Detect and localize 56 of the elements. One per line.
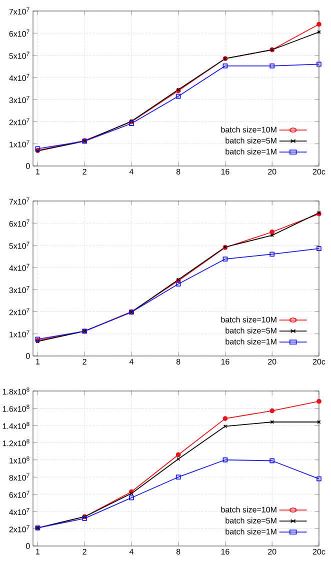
y-tick-label: 6x10$^{7}$ xyxy=(9,490,30,498)
legend-label: batch size=1M xyxy=(226,338,276,344)
x-tick-label: 2 xyxy=(82,358,86,364)
y-tick-label: 5x10$^{7}$ xyxy=(9,242,30,249)
legend-label: batch size=5M xyxy=(226,138,276,144)
legend-label: batch size=5M xyxy=(226,328,276,334)
x-tick-label: 2 xyxy=(82,548,86,554)
y-tick-label: 1.6x10$^{8}$ xyxy=(2,404,30,412)
y-tick-label: 1.8x10$^{8}$ xyxy=(2,387,30,395)
legend-label: batch size=1M xyxy=(226,148,276,154)
x-tick-label: 16 xyxy=(221,548,230,555)
legend-label: batch size=10M xyxy=(221,316,276,322)
x-tick-label: 20c xyxy=(312,548,326,555)
y-tick-label: 0 xyxy=(26,353,30,359)
y-tick-label: 5x10$^{7}$ xyxy=(9,52,30,59)
x-tick-label: 8 xyxy=(176,548,180,555)
y-tick-label: 0 xyxy=(26,543,30,549)
legend-label: batch size=10M xyxy=(221,506,276,512)
x-tick-label: 16 xyxy=(221,358,230,365)
y-tick-label: 0 xyxy=(26,163,30,169)
y-tick-label: 6x10$^{7}$ xyxy=(9,220,30,227)
x-tick-label: 8 xyxy=(176,358,180,365)
y-tick-label: 2x10$^{7}$ xyxy=(9,308,30,316)
x-tick-label: 16 xyxy=(221,168,230,175)
x-tick-label: 20 xyxy=(268,548,276,555)
x-tick-label: 4 xyxy=(129,548,134,554)
x-tick-label: 1 xyxy=(36,168,40,174)
x-tick-label: 20c xyxy=(312,168,326,175)
y-tick-label: 7x10$^{7}$ xyxy=(9,197,30,205)
y-tick-label: 7x10$^{7}$ xyxy=(9,7,30,15)
x-tick-label: 20c xyxy=(312,358,326,365)
x-tick-label: 1 xyxy=(36,548,40,554)
x-tick-label: 4 xyxy=(129,168,134,174)
y-tick-label: 6x10$^{7}$ xyxy=(9,30,30,37)
y-tick-label: 8x10$^{7}$ xyxy=(9,474,30,481)
y-tick-label: 1x10$^{7}$ xyxy=(10,140,30,148)
x-tick-label: 8 xyxy=(176,168,180,175)
y-tick-label: 1x10$^{8}$ xyxy=(10,456,30,464)
x-tick-label: 2 xyxy=(82,168,86,174)
y-tick-label: 4x10$^{7}$ xyxy=(9,264,30,271)
x-tick-label: 4 xyxy=(129,358,134,364)
x-tick-label: 20 xyxy=(268,168,276,175)
legend-label: batch size=10M xyxy=(221,126,276,132)
x-tick-label: 1 xyxy=(36,358,40,364)
y-tick-label: 3x10$^{7}$ xyxy=(9,286,30,294)
y-tick-label: 1.2x10$^{8}$ xyxy=(2,439,30,446)
y-tick-label: 3x10$^{7}$ xyxy=(9,96,30,104)
y-tick-label: 4x10$^{7}$ xyxy=(9,508,30,516)
y-tick-label: 4x10$^{7}$ xyxy=(9,74,30,81)
legend-label: batch size=5M xyxy=(226,518,276,524)
y-tick-label: 2x10$^{7}$ xyxy=(9,118,30,126)
x-tick-label: 20 xyxy=(268,358,276,365)
y-tick-label: 1x10$^{7}$ xyxy=(10,330,30,338)
y-tick-label: 1.4x10$^{8}$ xyxy=(2,422,30,429)
y-tick-label: 2x10$^{7}$ xyxy=(9,525,30,532)
legend-label: batch size=1M xyxy=(226,528,276,534)
